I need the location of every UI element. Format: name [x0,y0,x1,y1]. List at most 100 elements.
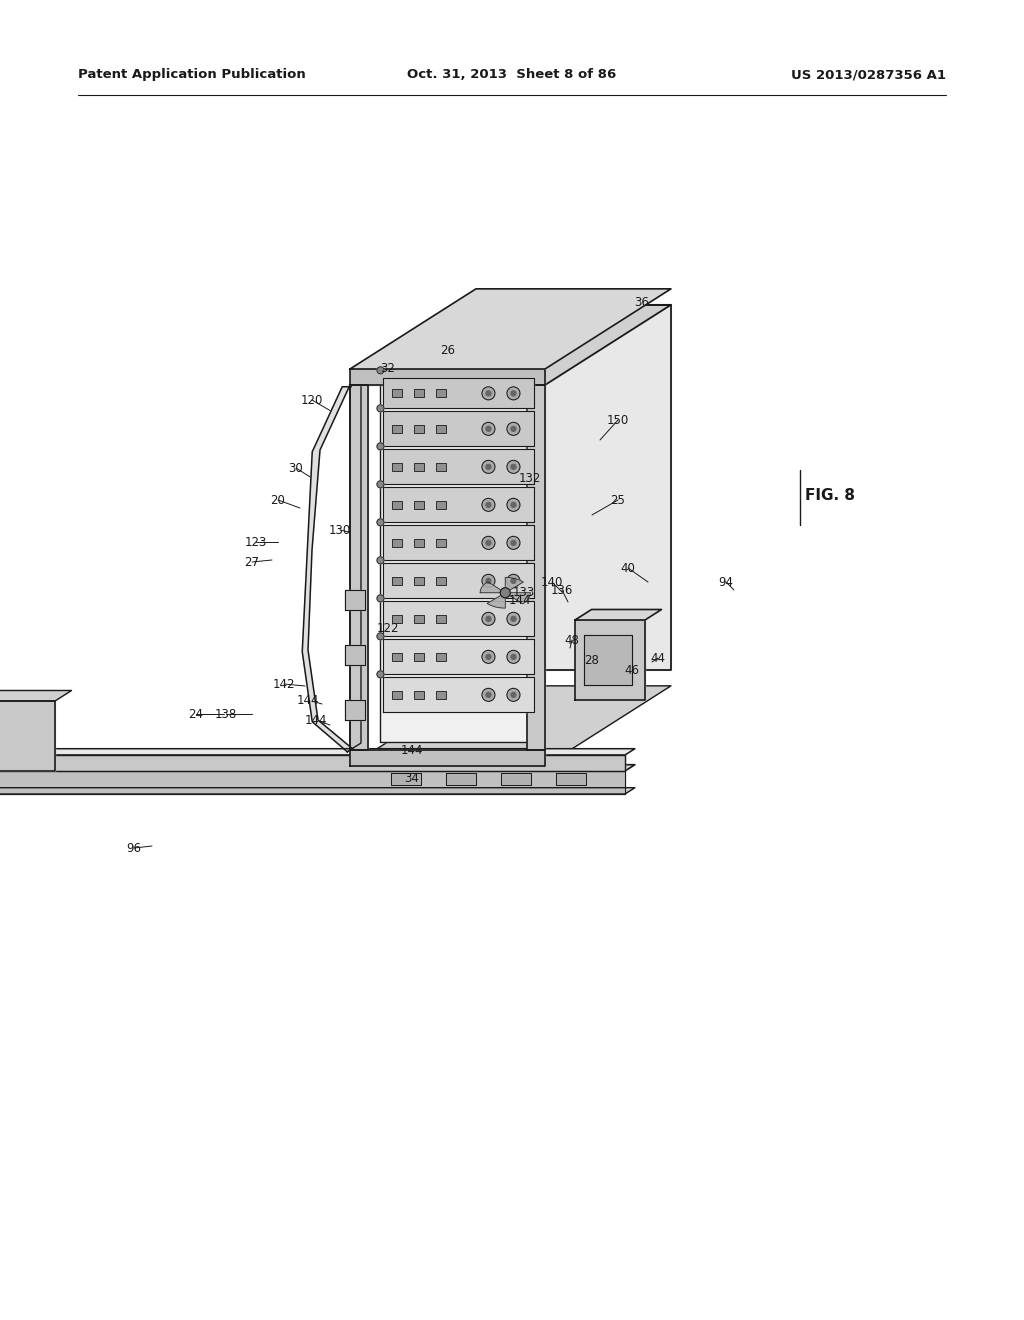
Text: 132: 132 [519,471,542,484]
Circle shape [482,461,495,474]
Circle shape [486,655,490,660]
Polygon shape [383,378,534,408]
Circle shape [377,367,384,374]
Circle shape [511,503,516,507]
Polygon shape [585,635,633,685]
Circle shape [507,422,520,436]
Circle shape [511,693,516,697]
Circle shape [377,595,384,602]
Polygon shape [380,378,539,742]
Text: 150: 150 [607,413,629,426]
Polygon shape [575,610,662,620]
Circle shape [486,540,490,545]
Polygon shape [350,686,671,766]
Polygon shape [575,620,645,700]
Polygon shape [383,411,534,446]
Polygon shape [345,645,365,665]
Bar [436,389,446,397]
Text: 34: 34 [404,771,420,784]
Circle shape [377,519,384,525]
Circle shape [377,671,384,678]
Polygon shape [345,700,365,719]
Bar [392,690,402,698]
Polygon shape [350,750,545,766]
Polygon shape [383,601,534,636]
Circle shape [511,391,516,396]
Text: 40: 40 [621,561,636,574]
Polygon shape [505,593,530,603]
Circle shape [507,536,520,549]
Polygon shape [350,305,671,385]
Text: 94: 94 [719,576,733,589]
Polygon shape [0,764,635,771]
Polygon shape [350,289,671,370]
Circle shape [511,426,516,432]
Text: 144: 144 [509,594,531,606]
Circle shape [507,574,520,587]
Text: 26: 26 [440,343,456,356]
Polygon shape [350,385,368,750]
Circle shape [482,651,495,664]
Circle shape [507,612,520,626]
Text: 140: 140 [541,576,563,589]
Polygon shape [480,582,505,593]
Bar [415,500,425,508]
Bar [392,389,402,397]
Bar [415,577,425,585]
Polygon shape [383,449,534,484]
Text: 28: 28 [585,653,599,667]
Polygon shape [0,690,72,701]
Bar [392,500,402,508]
Polygon shape [556,774,586,785]
Circle shape [482,574,495,587]
Text: 144: 144 [305,714,328,726]
Circle shape [486,503,490,507]
Text: 144: 144 [400,743,423,756]
Circle shape [486,578,490,583]
Circle shape [486,465,490,470]
Circle shape [511,616,516,622]
Text: 30: 30 [289,462,303,474]
Bar [436,653,446,661]
Text: 136: 136 [551,583,573,597]
Circle shape [507,499,520,511]
Text: 144: 144 [297,693,319,706]
Circle shape [507,651,520,664]
Text: 123: 123 [245,536,267,549]
Circle shape [511,578,516,583]
Bar [436,690,446,698]
Text: 48: 48 [564,634,580,647]
Text: 25: 25 [610,494,626,507]
Text: 133: 133 [513,586,536,598]
Bar [415,690,425,698]
Polygon shape [0,788,635,795]
Text: 20: 20 [270,494,286,507]
Polygon shape [383,525,534,560]
Text: 130: 130 [329,524,351,536]
Text: 96: 96 [127,842,141,854]
Polygon shape [476,305,671,669]
Circle shape [486,693,490,697]
Polygon shape [302,385,354,752]
Circle shape [511,465,516,470]
Text: 138: 138 [215,708,238,721]
Text: Patent Application Publication: Patent Application Publication [78,69,306,81]
Circle shape [482,387,495,400]
Bar [436,615,446,623]
Polygon shape [0,755,625,771]
Circle shape [482,499,495,511]
Circle shape [377,405,384,412]
Circle shape [507,387,520,400]
Bar [392,615,402,623]
Bar [436,463,446,471]
Text: 24: 24 [188,708,204,721]
Polygon shape [527,385,545,750]
Polygon shape [383,639,534,675]
Bar [436,425,446,433]
Text: 122: 122 [377,622,399,635]
Polygon shape [350,378,361,750]
Circle shape [486,616,490,622]
Bar [415,389,425,397]
Polygon shape [383,564,534,598]
Polygon shape [505,577,523,593]
